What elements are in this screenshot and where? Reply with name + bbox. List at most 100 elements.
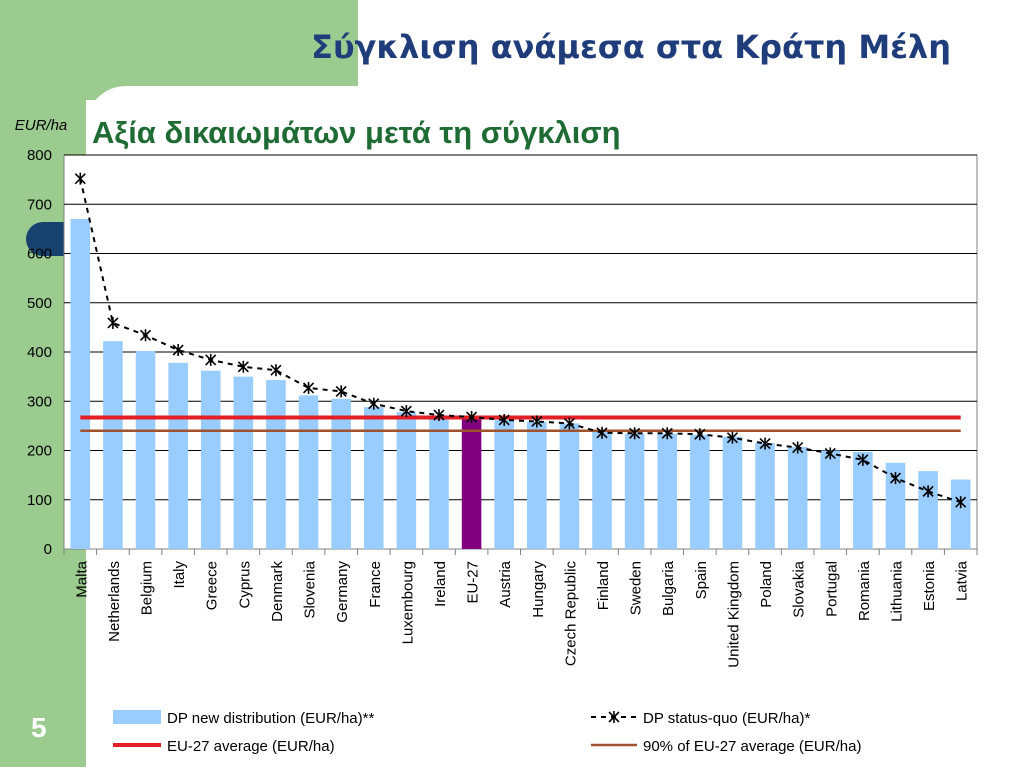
x-tick-label: Netherlands: [106, 561, 123, 642]
legend: DP new distribution (EUR/ha)** DP status-…: [113, 710, 861, 755]
x-tick-label: Bulgaria: [660, 560, 677, 616]
y-tick-label: 100: [27, 492, 52, 509]
status-quo-point: [694, 428, 706, 441]
status-quo-point: [400, 405, 412, 418]
bar-romania: [853, 451, 873, 549]
x-tick-label: Ireland: [432, 561, 449, 607]
status-quo-point: [368, 397, 380, 410]
status-quo-point: [237, 360, 249, 373]
bar-lithuania: [885, 462, 906, 549]
status-quo-point: [139, 329, 152, 342]
bar-luxembourg: [396, 412, 417, 549]
y-tick-label: 600: [27, 246, 52, 263]
x-tick-label: Belgium: [139, 561, 156, 615]
bar-germany: [331, 398, 351, 549]
x-tick-label: Lithuania: [888, 560, 905, 622]
legend-label-ninety-percent: 90% of EU-27 average (EUR/ha): [643, 738, 861, 755]
x-tick-label: Denmark: [269, 561, 286, 622]
bar-eu-27: [461, 418, 482, 549]
x-tick-label: Germany: [334, 561, 351, 623]
x-tick-label: Estonia: [921, 560, 938, 611]
status-quo-point: [629, 427, 641, 440]
bar-slovenia: [298, 395, 319, 549]
bar-czech-republic: [559, 423, 580, 549]
status-quo-point: [433, 409, 445, 422]
slide-title: Σύγκλιση ανάμεσα στα Κράτη Μέλη: [311, 28, 951, 66]
status-quo-point: [74, 172, 86, 185]
x-tick-label: United Kingdom: [725, 561, 742, 668]
bar-cyprus: [233, 376, 254, 549]
status-quo-point: [498, 413, 510, 426]
bar-slovakia: [787, 447, 808, 549]
status-quo-point: [107, 316, 119, 329]
x-tick-label: Austria: [497, 560, 514, 607]
bar-austria: [494, 419, 514, 549]
status-quo-point: [792, 441, 804, 454]
y-tick-label: 700: [27, 196, 52, 213]
status-quo-point: [270, 364, 282, 377]
bar-spain: [690, 434, 710, 549]
legend-label-eu-average: EU-27 average (EUR/ha): [167, 738, 335, 755]
bar-hungary: [527, 421, 547, 549]
x-tick-label: Italy: [171, 561, 188, 589]
status-quo-point: [172, 344, 184, 357]
status-quo-point: [563, 417, 575, 430]
y-tick-label: 200: [27, 443, 52, 460]
status-quo-point: [596, 426, 608, 439]
status-quo-line: [79, 178, 962, 504]
x-tick-label: Cyprus: [236, 561, 253, 609]
status-quo-point: [857, 453, 869, 466]
x-tick-label: Hungary: [530, 561, 547, 618]
y-tick-label: 500: [27, 295, 52, 312]
status-quo-point: [205, 353, 217, 366]
x-tick-label: Poland: [758, 561, 775, 608]
bar-finland: [592, 431, 612, 549]
y-tick-label: 300: [27, 393, 52, 410]
bar-malta: [70, 219, 91, 549]
x-tick-label: France: [367, 561, 384, 608]
slide-number: 5: [31, 712, 47, 743]
y-axis-unit-label: EUR/ha: [15, 117, 68, 134]
x-tick-label: Portugal: [823, 561, 840, 617]
bar-denmark: [266, 380, 286, 549]
legend-label-line: DP status-quo (EUR/ha)*: [643, 710, 810, 727]
x-tick-label: Finland: [595, 561, 612, 610]
x-tick-label: Czech Republic: [562, 561, 579, 667]
y-tick-label: 400: [27, 344, 52, 361]
top-green-band: [0, 0, 358, 100]
bar-greece: [200, 370, 221, 549]
x-tick-label: Greece: [204, 561, 221, 610]
chart-title: Αξία δικαιωμάτων μετά τη σύγκλιση: [92, 115, 621, 150]
status-quo-point: [824, 447, 836, 460]
bar-united-kingdom: [722, 436, 743, 549]
legend-label-bar: DP new distribution (EUR/ha)**: [167, 710, 374, 727]
bar-netherlands: [103, 341, 123, 549]
status-quo-point: [759, 437, 771, 450]
bar-latvia: [950, 479, 971, 549]
x-tick-label: Spain: [693, 561, 710, 599]
bar-italy: [168, 362, 188, 549]
status-quo-point: [726, 431, 739, 444]
x-tick-label: Slovakia: [791, 560, 808, 617]
status-quo-point: [661, 427, 673, 440]
status-quo-point: [531, 415, 543, 428]
bar-sweden: [624, 433, 645, 549]
x-tick-label: Sweden: [628, 561, 645, 615]
bar-belgium: [135, 351, 156, 549]
legend-swatch-marker: [608, 711, 620, 723]
bar-portugal: [820, 450, 841, 549]
x-tick-label: Romania: [856, 560, 873, 621]
bar-france: [363, 407, 384, 549]
status-quo-point: [922, 485, 934, 498]
y-tick-label: 800: [27, 147, 52, 164]
x-tick-label: Luxembourg: [399, 561, 416, 644]
y-tick-label: 0: [44, 541, 52, 558]
bar-estonia: [918, 471, 938, 549]
status-quo-point: [955, 496, 967, 509]
status-quo-point: [889, 472, 902, 485]
bar-bulgaria: [657, 433, 678, 549]
x-tick-label: EU-27: [465, 561, 482, 604]
bar-ireland: [429, 416, 449, 549]
status-quo-point: [302, 381, 315, 394]
